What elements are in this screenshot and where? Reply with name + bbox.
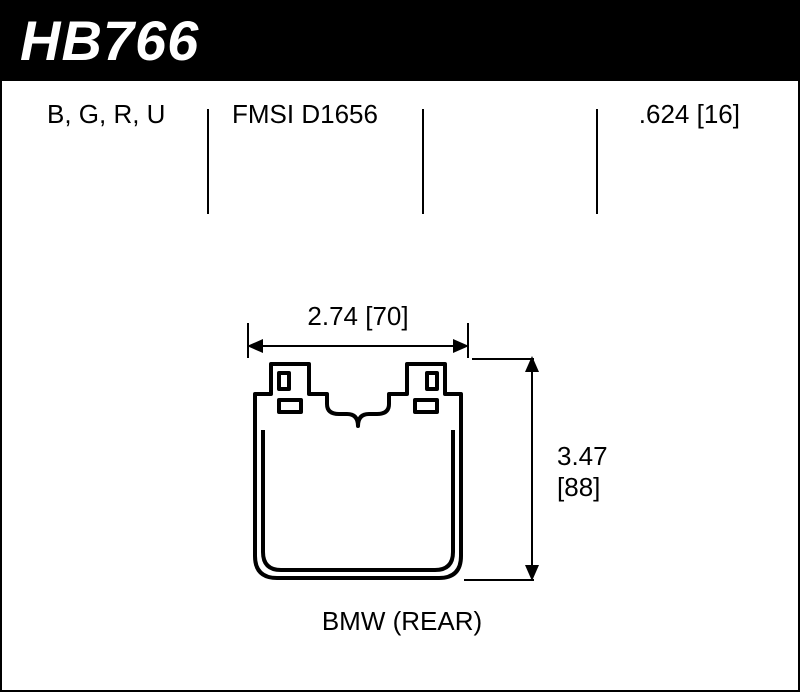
dim-width: 2.74 [70] [247, 301, 469, 356]
part-number: HB766 [20, 8, 780, 73]
thickness-in: .624 [639, 99, 690, 129]
spec-fmsi: FMSI D1656 [232, 99, 378, 130]
spec-thickness: .624 [16] [639, 99, 740, 130]
dim-height-arrow [522, 356, 542, 581]
height-in: 3.47 [557, 441, 608, 471]
width-mm: 70 [372, 301, 401, 331]
brake-pad-outline [247, 356, 483, 591]
divider [422, 109, 424, 214]
caption: BMW (REAR) [2, 606, 800, 637]
thickness-mm: 16 [704, 99, 733, 129]
spec-codes: B, G, R, U [47, 99, 165, 130]
dim-width-arrow [247, 336, 469, 356]
ext-line [247, 323, 249, 358]
header-bar: HB766 [0, 0, 800, 81]
ext-line [467, 323, 469, 358]
height-mm: 88 [564, 472, 593, 502]
divider [596, 109, 598, 214]
spec-frame: B, G, R, U FMSI D1656 .624 [16] 2.74 [70… [0, 81, 800, 692]
dim-width-label: 2.74 [70] [247, 301, 469, 332]
dim-height-label: 3.47 [88] [557, 441, 608, 503]
width-in: 2.74 [307, 301, 358, 331]
spec-row: B, G, R, U FMSI D1656 .624 [16] [2, 99, 798, 209]
drawing-area: 2.74 [70] [2, 261, 798, 690]
divider [207, 109, 209, 214]
